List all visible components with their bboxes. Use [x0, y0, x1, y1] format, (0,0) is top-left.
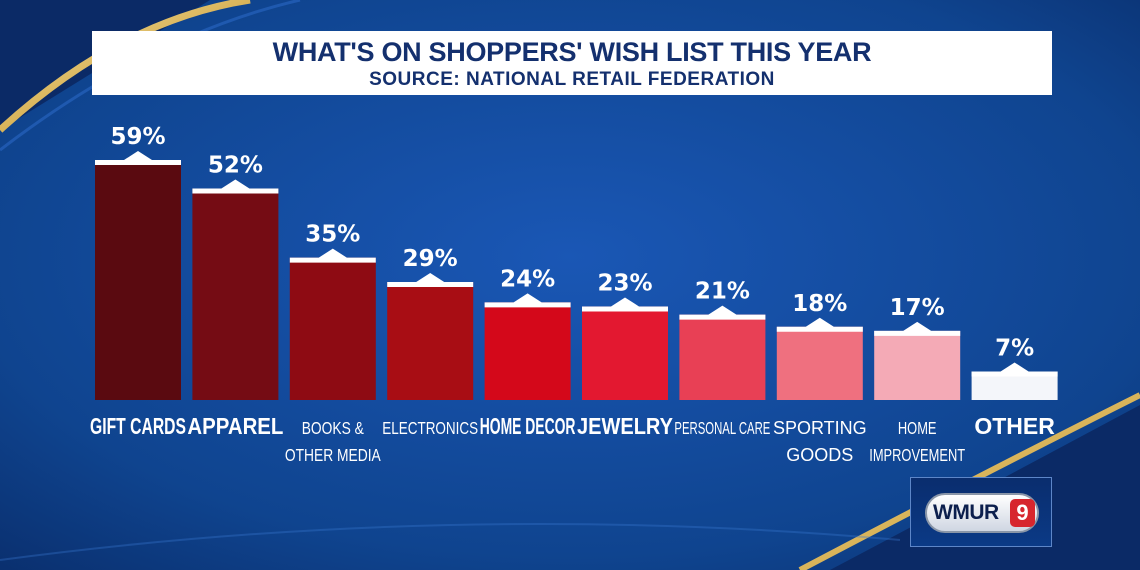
value-label-books-other-media: 35%: [305, 222, 360, 248]
value-label-apparel: 52%: [208, 152, 263, 178]
value-label-personal-care: 21%: [695, 279, 750, 305]
bar-cap-other: [971, 362, 1058, 377]
value-label-jewelry: 23%: [597, 270, 652, 296]
bar-cap-apparel: [192, 179, 279, 194]
station-logo: WMUR 9: [910, 477, 1052, 547]
category-label-sporting-goods: SPORTING GOODS: [773, 418, 867, 465]
chart-title: WHAT'S ON SHOPPERS' WISH LIST THIS YEAR: [272, 37, 872, 67]
bar-books-other-media: [289, 257, 376, 400]
category-label-electronics: ELECTRONICS: [382, 419, 478, 438]
value-label-home-decor: 24%: [500, 266, 555, 292]
bar-electronics: [387, 282, 474, 400]
category-label-home-decor: HOME DECOR: [480, 415, 576, 440]
category-label-personal-care: PERSONAL CARE: [674, 418, 770, 438]
bar-gift-cards: [95, 160, 181, 400]
bar-cap-books-other-media: [289, 248, 376, 263]
bar-cap-gift-cards: [95, 151, 181, 165]
bar-home-decor: [484, 302, 571, 400]
bar-cap-personal-care: [679, 305, 766, 320]
category-label-books-other-media: BOOKS & OTHER MEDIA: [285, 418, 381, 465]
bar-apparel: [192, 188, 279, 400]
category-label-other: OTHER: [974, 413, 1055, 439]
bar-cap-jewelry: [582, 297, 668, 312]
title-box: WHAT'S ON SHOPPERS' WISH LIST THIS YEAR …: [92, 31, 1052, 95]
logo-text: WMUR: [933, 501, 999, 524]
bar-personal-care: [679, 314, 766, 400]
category-label-home-improvement: HOME IMPROVEMENT: [869, 419, 965, 466]
bar-cap-home-decor: [484, 293, 571, 308]
bar-cap-electronics: [387, 273, 474, 288]
value-label-gift-cards: 59%: [110, 124, 165, 150]
logo-badge: 9: [1010, 499, 1035, 527]
bar-home-improvement: [874, 330, 961, 400]
category-label-jewelry: JEWELRY: [577, 413, 674, 440]
gold-swoosh-bottom-right: [798, 392, 1140, 570]
value-label-electronics: 29%: [403, 246, 458, 272]
chart-subtitle: SOURCE: NATIONAL RETAIL FEDERATION: [369, 69, 775, 90]
value-label-sporting-goods: 18%: [792, 291, 847, 317]
corner-band-bottom-right: [830, 405, 1140, 570]
bar-cap-sporting-goods: [776, 317, 863, 332]
value-label-home-improvement: 17%: [890, 295, 945, 321]
category-label-apparel: APPAREL: [187, 413, 283, 439]
bar-jewelry: [582, 306, 668, 400]
logo-pill: WMUR 9: [925, 493, 1039, 533]
value-label-other: 7%: [995, 336, 1034, 362]
bar-sporting-goods: [776, 326, 863, 400]
category-label-gift-cards: GIFT CARDS: [90, 414, 186, 440]
bar-cap-home-improvement: [874, 321, 961, 336]
